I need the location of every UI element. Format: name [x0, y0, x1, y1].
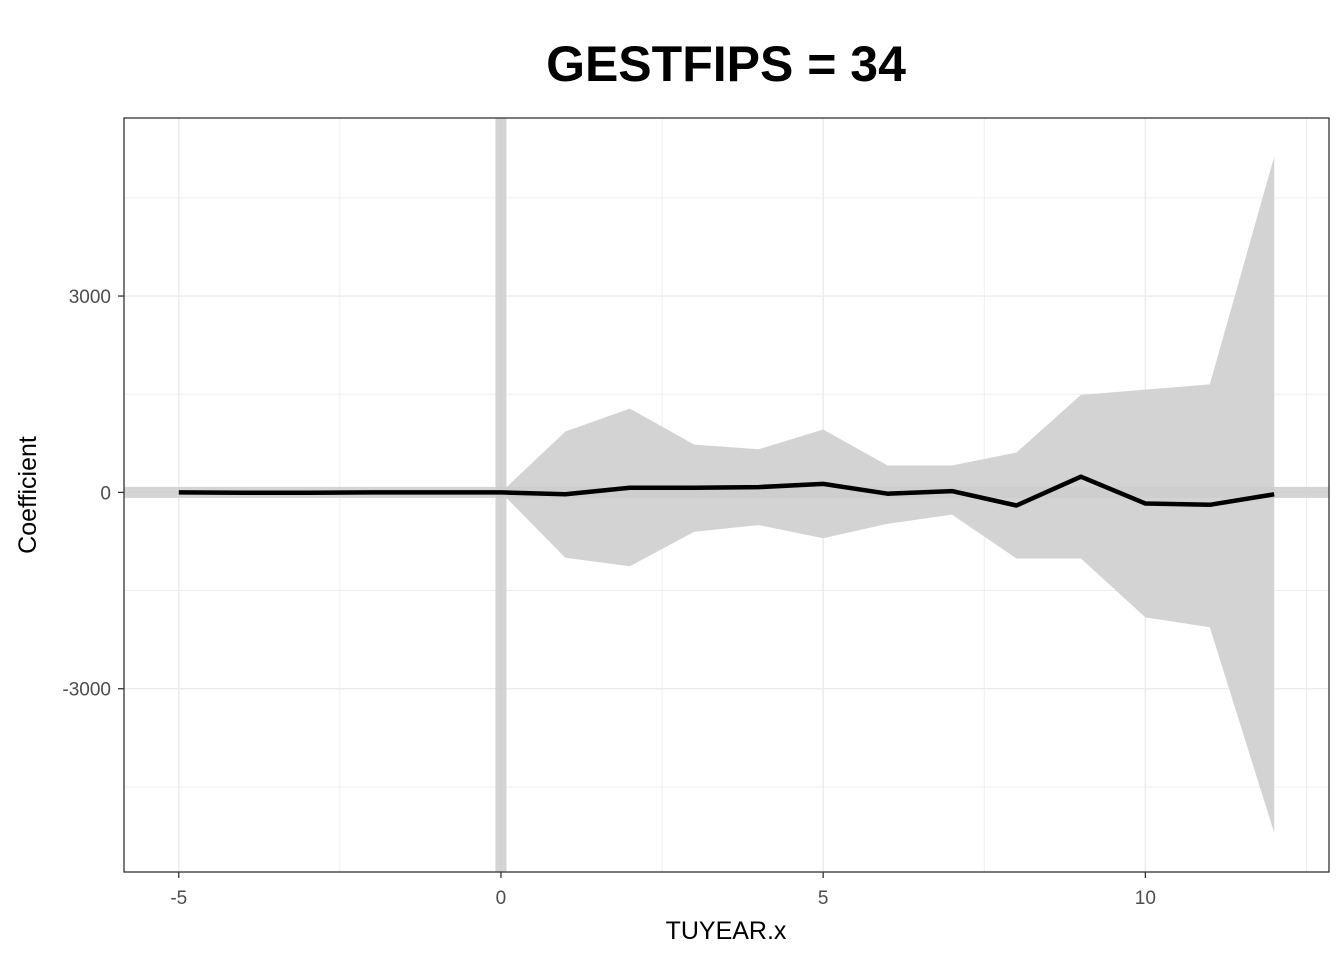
- x-axis-title: TUYEAR.x: [666, 917, 787, 945]
- y-axis-title: Coefficient: [14, 436, 42, 554]
- y-tick-label: -3000: [62, 680, 111, 701]
- tick-layer: -5 0 5 10 -3000 0 3000: [62, 287, 1156, 909]
- x-tick-label: 10: [1135, 888, 1156, 909]
- panel-border: [123, 117, 1330, 873]
- reference-lines: [124, 118, 1329, 872]
- line-layer: [178, 474, 1275, 508]
- chart-title: GESTFIPS = 34: [546, 36, 906, 92]
- y-tick-label: 3000: [69, 287, 111, 308]
- x-tick-label: 0: [496, 888, 507, 909]
- x-tick-label: 5: [818, 888, 829, 909]
- coefficient-line: [178, 474, 1275, 508]
- x-tick-label: -5: [170, 888, 187, 909]
- y-tick-label: 0: [100, 483, 111, 504]
